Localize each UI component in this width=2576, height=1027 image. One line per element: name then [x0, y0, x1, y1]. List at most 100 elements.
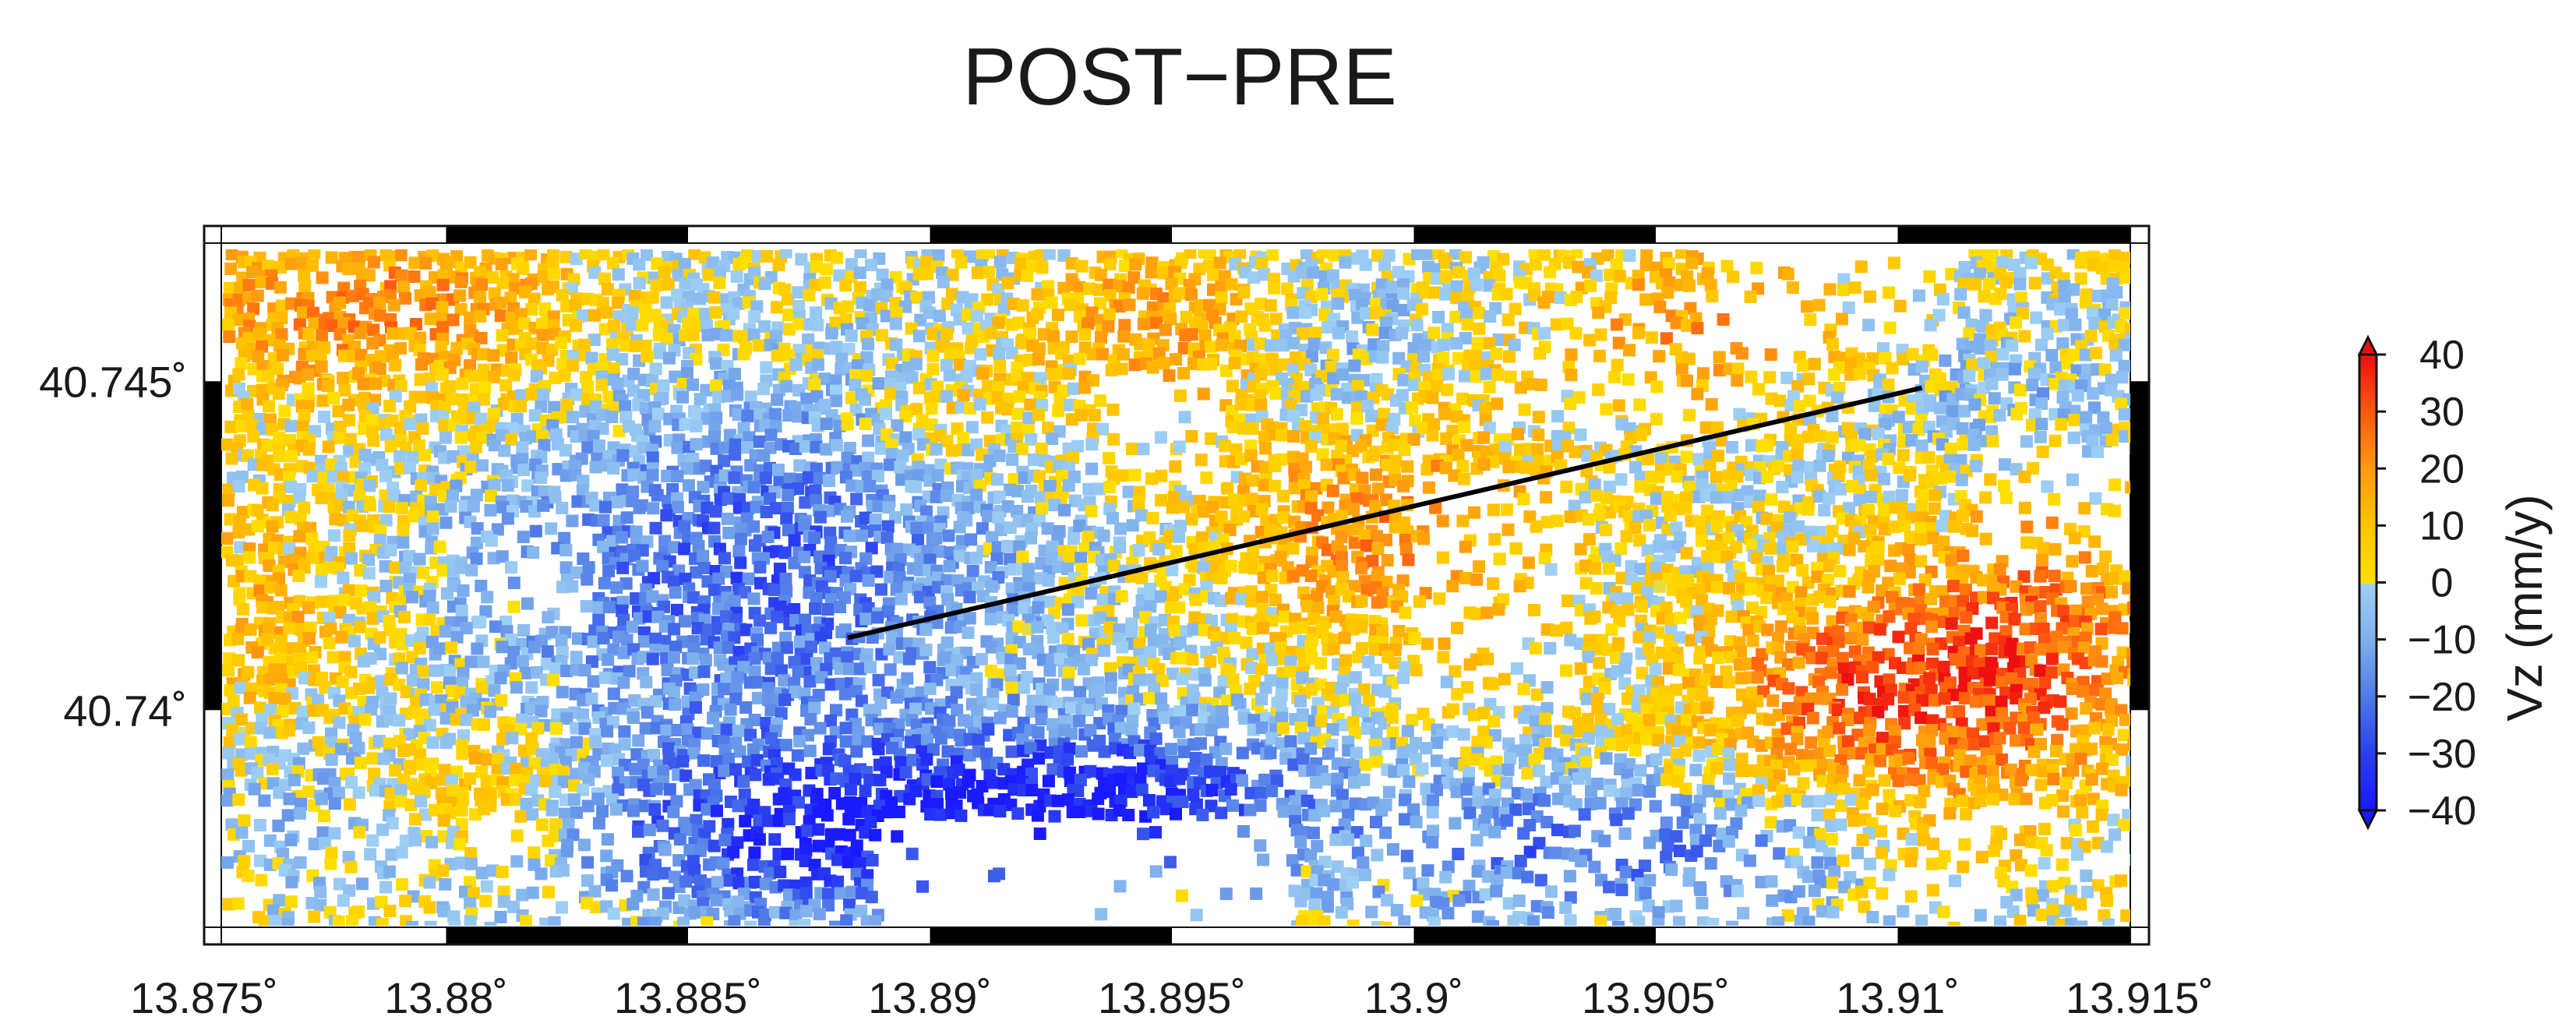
deformation-pixel: [1206, 268, 1219, 281]
deformation-pixel: [712, 572, 725, 585]
deformation-pixel: [667, 651, 680, 664]
deformation-pixel: [1480, 606, 1494, 619]
deformation-pixel: [471, 642, 484, 655]
deformation-pixel: [1796, 564, 1809, 577]
deformation-pixel: [221, 532, 234, 545]
deformation-pixel: [2024, 256, 2038, 270]
deformation-pixel: [1135, 571, 1149, 584]
deformation-pixel: [1157, 357, 1170, 370]
deformation-pixel: [1814, 429, 1826, 443]
deformation-pixel: [1608, 371, 1621, 383]
deformation-pixel: [1903, 469, 1916, 482]
deformation-pixel: [1704, 278, 1717, 291]
deformation-pixel: [727, 307, 740, 320]
deformation-pixel: [1103, 481, 1117, 494]
deformation-pixel: [1240, 636, 1253, 649]
deformation-pixel: [747, 520, 760, 533]
deformation-pixel: [517, 531, 530, 544]
deformation-pixel: [1862, 503, 1876, 517]
deformation-pixel: [1225, 277, 1238, 291]
deformation-pixel: [708, 430, 722, 443]
deformation-pixel: [232, 480, 245, 493]
deformation-pixel: [720, 329, 733, 342]
deformation-pixel: [628, 289, 641, 302]
deformation-pixel: [1166, 501, 1179, 514]
deformation-pixel: [2048, 570, 2061, 583]
deformation-pixel: [821, 603, 835, 616]
deformation-pixel: [1979, 309, 1992, 322]
deformation-pixel: [839, 313, 852, 326]
deformation-pixel: [1493, 552, 1506, 566]
deformation-pixel: [528, 292, 541, 305]
deformation-pixel: [316, 394, 330, 408]
deformation-pixel: [1437, 651, 1450, 664]
deformation-pixel: [1286, 542, 1300, 555]
deformation-pixel: [1015, 337, 1028, 350]
deformation-pixel: [2045, 516, 2059, 529]
deformation-pixel: [566, 580, 579, 593]
deformation-pixel: [1928, 502, 1941, 515]
deformation-pixel: [1610, 318, 1623, 331]
deformation-pixel: [1187, 623, 1200, 636]
deformation-pixel: [1502, 461, 1516, 474]
deformation-pixel: [275, 328, 288, 341]
deformation-pixel: [2000, 249, 2013, 259]
deformation-pixel: [1583, 334, 1597, 347]
deformation-pixel: [1410, 319, 1424, 332]
deformation-pixel: [1004, 521, 1017, 535]
deformation-pixel: [1185, 288, 1198, 302]
deformation-pixel: [829, 316, 842, 330]
deformation-pixel: [1876, 342, 1890, 355]
deformation-pixel: [1113, 300, 1126, 313]
frame-segment-top: [1656, 226, 1898, 243]
deformation-pixel: [344, 552, 358, 565]
deformation-pixel: [537, 499, 550, 512]
deformation-pixel: [565, 282, 578, 295]
deformation-pixel: [734, 532, 747, 545]
deformation-pixel: [464, 655, 478, 669]
deformation-pixel: [2068, 414, 2081, 427]
deformation-pixel: [1168, 624, 1181, 637]
deformation-pixel: [1314, 657, 1328, 669]
deformation-pixel: [1457, 472, 1470, 485]
deformation-pixel: [474, 309, 487, 323]
deformation-pixel: [731, 388, 744, 401]
deformation-pixel: [616, 483, 629, 496]
deformation-pixel: [2048, 543, 2062, 556]
deformation-pixel: [823, 475, 836, 488]
deformation-pixel: [1213, 256, 1226, 270]
deformation-pixel: [251, 520, 264, 533]
deformation-pixel: [1957, 438, 1970, 451]
deformation-pixel: [1268, 281, 1281, 295]
deformation-pixel: [556, 288, 569, 302]
deformation-pixel: [1650, 380, 1664, 394]
deformation-pixel: [626, 620, 639, 633]
deformation-pixel: [517, 464, 531, 476]
deformation-pixel: [1067, 532, 1081, 545]
deformation-pixel: [1436, 514, 1449, 528]
deformation-pixel: [2065, 308, 2078, 321]
deformation-pixel: [357, 377, 370, 390]
deformation-pixel: [236, 602, 249, 616]
deformation-pixel: [1804, 313, 1817, 326]
deformation-pixel: [1300, 600, 1314, 612]
deformation-pixel: [1700, 550, 1713, 563]
deformation-pixel: [1560, 480, 1573, 493]
deformation-pixel: [426, 522, 439, 535]
deformation-pixel: [241, 397, 254, 411]
deformation-pixel: [943, 369, 956, 382]
deformation-pixel: [1452, 448, 1465, 461]
deformation-pixel: [298, 280, 312, 293]
deformation-pixel: [2064, 580, 2077, 593]
deformation-pixel: [639, 340, 652, 352]
deformation-pixel: [1123, 298, 1136, 312]
deformation-pixel: [1509, 302, 1522, 316]
deformation-pixel: [1632, 326, 1645, 340]
deformation-pixel: [921, 267, 933, 281]
deformation-pixel: [355, 584, 368, 598]
deformation-pixel: [1446, 580, 1459, 593]
deformation-pixel: [478, 381, 492, 394]
deformation-pixel: [1126, 519, 1139, 532]
deformation-pixel: [393, 450, 407, 464]
deformation-pixel: [616, 353, 629, 365]
